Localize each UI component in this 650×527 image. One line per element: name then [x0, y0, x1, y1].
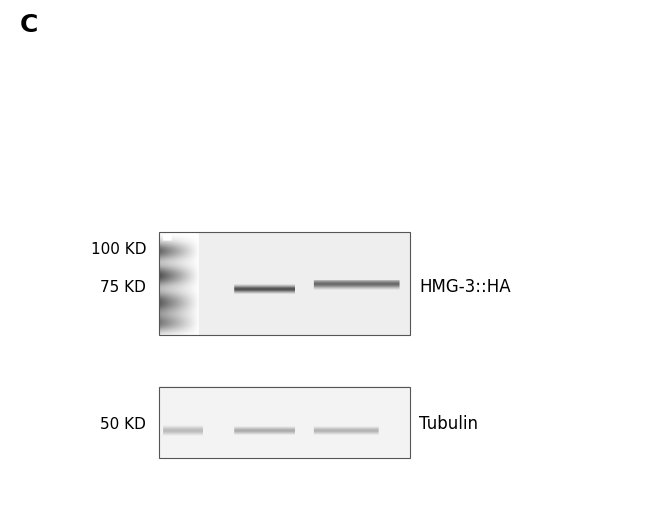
Text: tph-1: tph-1	[285, 298, 300, 335]
Text: C: C	[20, 13, 38, 37]
Text: 50 KD: 50 KD	[100, 417, 146, 432]
Bar	[159, 232, 410, 335]
Text: HMG-3::HA: HMG-3::HA	[419, 278, 511, 296]
Bar	[159, 387, 410, 458]
Text: Wild-type: Wild-type	[230, 269, 244, 335]
Text: 75 KD: 75 KD	[100, 280, 146, 295]
Text: Ctrl (no HA): Ctrl (no HA)	[174, 253, 188, 335]
Text: Tubulin: Tubulin	[419, 415, 478, 433]
Text: 100 KD: 100 KD	[91, 242, 146, 257]
